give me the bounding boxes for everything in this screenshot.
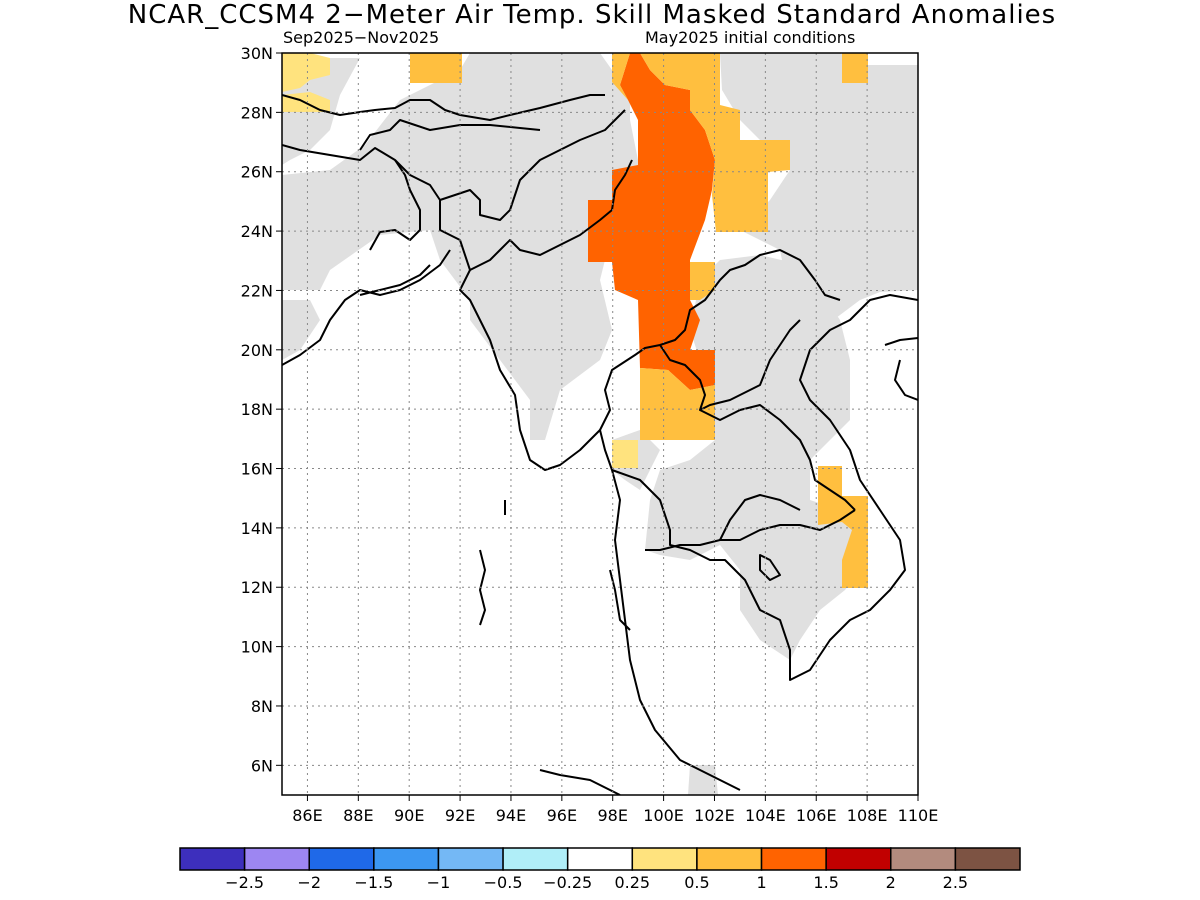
colorbar-swatch (825, 847, 892, 871)
colorbar-label: −0.5 (484, 873, 523, 892)
lat-tick-label: 26N (241, 163, 273, 182)
colorbar-swatch (373, 847, 440, 871)
lat-tick-label: 28N (241, 103, 273, 122)
lat-tick-label: 10N (241, 638, 273, 657)
anomaly-1-to-1.5 (588, 53, 715, 390)
lat-tick-label: 6N (251, 756, 273, 775)
coastline-borders (282, 94, 918, 795)
lon-tick-label: 100E (643, 806, 684, 825)
colorbar-label: −1 (427, 873, 451, 892)
lon-tick-label: 104E (745, 806, 786, 825)
colorbar-swatch (890, 847, 957, 871)
colorbar-label: 2 (886, 873, 896, 892)
colorbar: −2.5 −2 −1.5 −1 −0.5 −0.25 0.25 0.5 1 1.5 2 2.5 (179, 847, 1021, 892)
map-title: NCAR_CCSM4 2−Meter Air Temp. Skill Maske… (127, 0, 1057, 30)
colorbar-label: 1.5 (813, 873, 838, 892)
map-frame (281, 52, 919, 796)
lon-tick-label: 98E (597, 806, 627, 825)
lon-tick-label: 102E (694, 806, 735, 825)
lon-tick-label: 106E (796, 806, 837, 825)
colorbar-label: −2 (297, 873, 321, 892)
colorbar-swatch (954, 847, 1021, 871)
colorbar-label: 2.5 (943, 873, 968, 892)
colorbar-swatch (631, 847, 698, 871)
lat-tick-label: 12N (241, 578, 273, 597)
lat-tick-label: 8N (251, 697, 273, 716)
colorbar-label: −0.25 (543, 873, 592, 892)
colorbar-swatch (696, 847, 763, 871)
lat-tick-label: 22N (241, 281, 273, 300)
colorbar-swatch (308, 847, 375, 871)
colorbar-label: −2.5 (225, 873, 264, 892)
lon-tick-label: 90E (394, 806, 424, 825)
lon-tick-label: 96E (547, 806, 577, 825)
colorbar-swatch (243, 847, 310, 871)
lon-tick-label: 88E (343, 806, 373, 825)
anomaly-0.5-to-1 (410, 53, 868, 588)
lat-lon-grid (282, 53, 918, 795)
lon-tick-label: 86E (292, 806, 322, 825)
lat-tick-label: 18N (241, 400, 273, 419)
colorbar-label: −1.5 (354, 873, 393, 892)
anomaly-field (282, 53, 918, 795)
colorbar-swatch (760, 847, 827, 871)
colorbar-swatch (179, 847, 246, 871)
lon-tick-label: 94E (496, 806, 526, 825)
lon-tick-label: 108E (847, 806, 888, 825)
colorbar-swatch (437, 847, 504, 871)
colorbar-label: 1 (756, 873, 766, 892)
colorbar-label: 0.25 (614, 873, 650, 892)
lon-tick-label: 92E (445, 806, 475, 825)
lat-tick-label: 14N (241, 519, 273, 538)
no-skill-mask (282, 53, 918, 795)
lat-tick-label: 30N (241, 44, 273, 63)
initial-conditions: May2025 initial conditions (645, 28, 856, 47)
latitude-axis: 30N 28N 26N 24N 22N 20N 18N 16N 14N 12N 10N 8N 6N (241, 44, 282, 775)
colorbar-label: 0.5 (684, 873, 709, 892)
lat-tick-label: 20N (241, 341, 273, 360)
lat-tick-label: 16N (241, 460, 273, 479)
longitude-axis: 86E 88E 90E 92E 94E 96E 98E 100E 102E 104E 106E 108… (292, 795, 938, 825)
lon-tick-label: 110E (898, 806, 939, 825)
forecast-period: Sep2025−Nov2025 (283, 28, 440, 47)
colorbar-swatch (566, 847, 634, 871)
colorbar-swatch (502, 847, 569, 871)
lat-tick-label: 24N (241, 222, 273, 241)
